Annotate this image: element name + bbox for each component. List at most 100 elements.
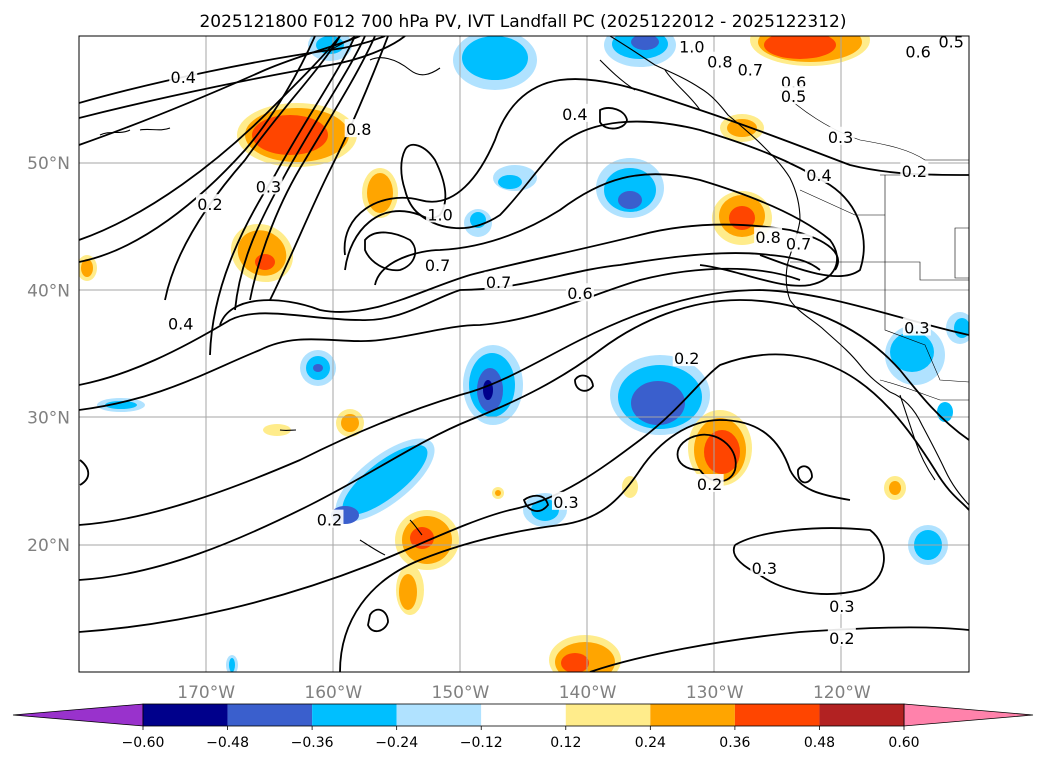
colorbar-tick-label: −0.60	[122, 735, 165, 751]
colorbar-extend-high	[903, 703, 1034, 727]
longitude-label: 130°W	[686, 683, 744, 703]
contour-label: 0.3	[551, 491, 580, 512]
contour-label-text: 0.3	[904, 319, 929, 338]
latitude-label: 40°N	[27, 281, 70, 301]
contour-label: 0.5	[779, 86, 808, 106]
contour-label-text: 0.5	[781, 87, 806, 106]
contour-label: 0.2	[672, 348, 701, 368]
contour-label-text: 0.6	[567, 284, 592, 303]
colorbar-segment	[734, 704, 820, 726]
contour-label-text: 0.7	[486, 273, 511, 292]
contour-label: 0.2	[315, 509, 344, 530]
contour-label-text: 0.2	[317, 511, 342, 530]
longitude-label: 160°W	[304, 683, 362, 703]
contour-label-text: 0.8	[707, 53, 732, 72]
colorbar-tick-label: 0.48	[804, 735, 835, 751]
contour-label: 0.5	[937, 32, 966, 51]
contour-label: 1.0	[426, 204, 455, 224]
contour-label-text: 0.4	[171, 68, 196, 87]
colorbar-segment	[312, 704, 397, 726]
latitude-label: 30°N	[27, 409, 70, 429]
contour-label-text: 1.0	[427, 205, 452, 224]
negative-anomaly-regions	[97, 36, 969, 672]
colorbar-tick-label: −0.24	[375, 735, 418, 751]
contour-label: 0.2	[900, 161, 929, 181]
contour-label-text: 0.3	[829, 597, 854, 616]
contour-label: 0.4	[804, 164, 833, 185]
political-borders	[779, 89, 969, 401]
contour-label-text: 0.4	[806, 166, 831, 185]
contour-label: 0.8	[754, 227, 783, 247]
longitude-label: 170°W	[177, 683, 235, 703]
contour-label: 0.6	[565, 283, 594, 303]
colorbar-tick-label: −0.36	[291, 735, 334, 751]
contour-label-text: 0.7	[786, 235, 811, 254]
longitude-label: 140°W	[559, 683, 617, 703]
latitude-label: 20°N	[27, 536, 70, 556]
colorbar: −0.60 −0.48 −0.36 −0.24 −0.12 0.12 0.24 0.36 0.4…	[12, 703, 1034, 751]
colorbar-tick-label: −0.12	[460, 735, 503, 751]
contour-label: 0.2	[695, 474, 724, 494]
contour-label-text: 0.4	[168, 315, 193, 334]
contour-label-text: 0.3	[256, 177, 281, 196]
latitude-labels: 20°N 30°N 40°N 50°N	[27, 154, 70, 556]
contour-label-text: 0.3	[828, 128, 853, 147]
figure-title: 2025121800 F012 700 hPa PV, IVT Landfall…	[199, 12, 846, 32]
map-frame	[78, 35, 970, 673]
contour-label: 0.3	[902, 317, 931, 338]
contour-label: 1.0	[677, 36, 706, 56]
contour-label: 0.2	[195, 194, 224, 214]
colorbar-segment	[396, 704, 482, 726]
contour-label: 0.4	[169, 66, 198, 87]
contour-label-text: 0.2	[829, 629, 854, 648]
colorbar-segment	[481, 704, 566, 726]
colorbar-segment	[227, 704, 313, 726]
contour-label-text: 0.2	[697, 475, 722, 494]
colorbar-segment	[650, 704, 735, 726]
gridlines	[79, 36, 969, 672]
contour-labels: 0.40.80.30.21.00.70.40.70.60.41.00.8 0.70…	[166, 32, 966, 648]
colorbar-segment	[819, 704, 904, 726]
contour-label-text: 0.2	[902, 162, 927, 181]
colorbar-tick-label: 0.36	[719, 735, 750, 751]
contour-label-text: 0.2	[674, 349, 699, 368]
contour-label-text: 0.2	[197, 195, 222, 214]
colorbar-tick-label: 0.12	[550, 735, 581, 751]
colorbar-tick-label: 0.24	[635, 735, 666, 751]
colorbar-tick-label: −0.48	[206, 735, 249, 751]
map-panel: 0.40.80.30.21.00.70.40.70.60.41.00.8 0.70…	[79, 32, 969, 672]
contour-label: 0.3	[750, 557, 779, 578]
contour-label: 0.3	[826, 126, 855, 147]
contour-label: 0.8	[705, 51, 734, 72]
contour-label-text: 0.6	[905, 43, 930, 62]
contour-label-text: 0.3	[752, 559, 777, 578]
latitude-label: 50°N	[27, 154, 70, 174]
contour-label: 0.4	[166, 313, 195, 334]
contour-label: 0.7	[423, 255, 452, 275]
contour-label: 0.3	[827, 596, 856, 616]
contour-label-text: 0.7	[425, 256, 450, 275]
colorbar-tick-label: 0.60	[888, 735, 919, 751]
longitude-label: 150°W	[432, 683, 490, 703]
colorbar-extend-low	[12, 703, 144, 727]
longitude-label: 120°W	[813, 683, 871, 703]
contour-label: 0.8	[344, 119, 373, 139]
contour-label: 0.2	[827, 627, 856, 648]
contour-label-text: 1.0	[679, 37, 704, 56]
contour-label: 0.6	[904, 41, 933, 62]
contour-label-text: 0.8	[346, 120, 371, 139]
contour-label-text: 0.7	[738, 60, 763, 79]
ivt-contours	[79, 36, 969, 672]
contour-label-text: 0.4	[562, 105, 587, 124]
contour-label: 0.7	[784, 233, 813, 254]
contour-label-text: 0.8	[755, 228, 780, 247]
coastlines	[99, 36, 969, 556]
contour-label: 0.4	[560, 103, 589, 124]
contour-label-text: 0.3	[553, 493, 578, 512]
longitude-labels: 170°W 160°W 150°W 140°W 130°W 120°W	[177, 683, 871, 703]
contour-label-text: 0.5	[938, 32, 963, 51]
contour-label: 0.3	[254, 176, 283, 196]
colorbar-segment	[565, 704, 651, 726]
colorbar-segment	[143, 704, 228, 726]
